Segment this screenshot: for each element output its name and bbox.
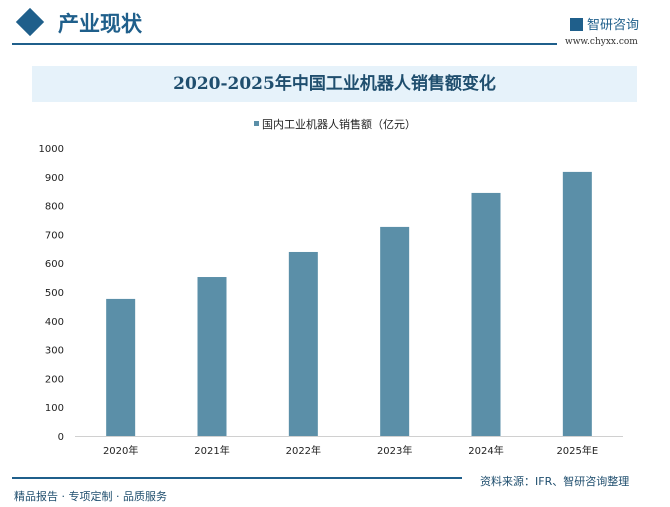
brand-name: 智研咨询 bbox=[587, 18, 640, 33]
x-tick-label: 2021年 bbox=[194, 444, 229, 457]
x-tick-label: 2020年 bbox=[103, 444, 138, 457]
x-tick-label: 2022年 bbox=[286, 444, 321, 457]
x-tick-label: 2023年 bbox=[377, 444, 412, 457]
bar-2024年 bbox=[471, 192, 501, 436]
y-tick-label: 400 bbox=[45, 317, 64, 328]
y-tick-label: 500 bbox=[45, 288, 64, 299]
y-tick-label: 800 bbox=[45, 202, 64, 213]
y-tick-label: 1000 bbox=[39, 144, 64, 155]
chart-legend: 国内工业机器人销售额（亿元） bbox=[0, 116, 670, 132]
x-tick-label: 2025年E bbox=[556, 444, 598, 457]
footer-slogan: 精品报告 · 专项定制 · 品质服务 bbox=[14, 490, 167, 503]
brand-logo: 智研咨询 bbox=[570, 14, 639, 33]
bar-2022年 bbox=[288, 251, 318, 436]
y-tick-label: 0 bbox=[58, 432, 64, 443]
y-tick-label: 100 bbox=[45, 403, 64, 414]
y-tick-label: 600 bbox=[45, 259, 64, 270]
bar-2020年 bbox=[106, 298, 136, 436]
y-tick-label: 200 bbox=[45, 374, 64, 385]
brand-url: www.chyxx.com bbox=[565, 37, 638, 47]
bar-2025年E bbox=[562, 171, 592, 437]
chart-title: 2020-2025年中国工业机器人销售额变化 bbox=[32, 66, 637, 102]
brand-logo-icon bbox=[570, 18, 583, 31]
footer-divider bbox=[12, 477, 462, 479]
bar-2023年 bbox=[380, 226, 410, 436]
legend-swatch bbox=[254, 121, 259, 126]
y-tick-label: 700 bbox=[45, 230, 64, 241]
bar-2021年 bbox=[197, 277, 227, 436]
y-tick-label: 300 bbox=[45, 346, 64, 357]
y-tick-label: 900 bbox=[45, 173, 64, 184]
section-title: 产业现状 bbox=[58, 11, 142, 36]
x-tick-label: 2024年 bbox=[468, 444, 503, 457]
header-divider bbox=[12, 43, 557, 45]
legend-label: 国内工业机器人销售额（亿元） bbox=[262, 118, 416, 131]
source-note: 资料来源：IFR、智研咨询整理 bbox=[480, 475, 630, 488]
